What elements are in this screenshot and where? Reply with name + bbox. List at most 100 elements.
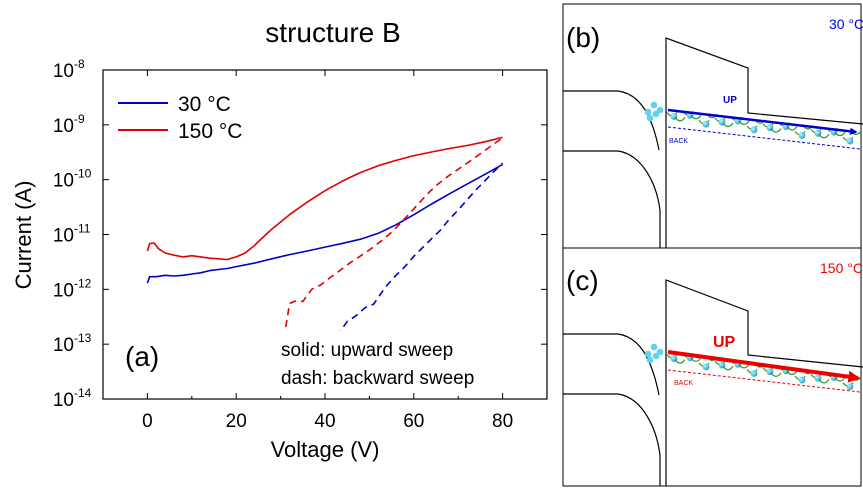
free-carrier xyxy=(644,350,652,358)
annotation-solid: solid: upward sweep xyxy=(281,340,453,361)
y-tick-base: 10 xyxy=(53,335,74,356)
trap-state xyxy=(770,128,782,133)
y-tick-label: 10 -12 xyxy=(53,276,92,301)
panel-c-frame xyxy=(562,247,862,487)
y-tick-label: 10 -14 xyxy=(53,386,92,411)
y-tick-base: 10 xyxy=(53,280,74,301)
legend-label-150c: 150 °C xyxy=(178,120,242,143)
trap-state xyxy=(738,120,750,125)
trap-state xyxy=(818,379,830,384)
y-axis-label: Current (A) xyxy=(11,181,36,290)
free-carrier xyxy=(652,352,660,360)
y-tick-base: 10 xyxy=(53,171,74,192)
y-tick-base: 10 xyxy=(53,116,74,137)
upward-arrow-c xyxy=(667,350,861,383)
upward-arrow-b xyxy=(667,108,858,136)
barrier-c xyxy=(665,279,863,486)
trap-state xyxy=(722,365,734,371)
legend: 30 °C 150 °C xyxy=(118,93,242,143)
panel-b-frame xyxy=(562,3,862,249)
back-label-c: BACK xyxy=(674,380,693,387)
trap-state xyxy=(786,126,798,131)
trapped-electron xyxy=(750,370,758,377)
trapped-electron xyxy=(846,383,854,391)
trap-state xyxy=(818,133,830,139)
y-tick-exponent: -13 xyxy=(74,331,92,345)
chart-title: structure B xyxy=(265,17,400,48)
x-tick-label: 40 xyxy=(314,411,335,432)
y-tick-base: 10 xyxy=(53,61,74,82)
barrier-b xyxy=(665,37,863,248)
free-carrier xyxy=(646,356,654,364)
back-label-b: BACK xyxy=(669,138,688,145)
x-tick-label: 80 xyxy=(492,411,513,432)
y-tick-exponent: -14 xyxy=(74,386,92,400)
y-tick-exponent: -10 xyxy=(74,167,92,181)
y-tick-exponent: -11 xyxy=(74,222,91,236)
y-tick-exponent: -12 xyxy=(74,276,92,290)
plot-frame xyxy=(102,69,548,400)
y-tick-base: 10 xyxy=(53,390,74,411)
backward-arrow-b xyxy=(667,126,861,150)
trap-state xyxy=(834,131,846,137)
legend-label-30c: 30 °C xyxy=(178,93,231,116)
panel-label-a: (a) xyxy=(125,341,159,372)
up-label-b: UP xyxy=(723,95,737,106)
free-carrier xyxy=(652,110,660,118)
x-tick-labels: 0 20 40 60 80 xyxy=(142,411,513,432)
trap-state xyxy=(674,117,686,122)
panel-label-b: (b) xyxy=(566,22,600,53)
trap-state xyxy=(786,370,798,376)
y-tick-exponent: -9 xyxy=(74,112,85,126)
trap-state xyxy=(738,364,750,369)
trapped-electron xyxy=(702,120,710,128)
free-carrier xyxy=(646,114,654,122)
x-tick-label: 0 xyxy=(142,411,153,432)
annotation-dash: dash: backward sweep xyxy=(281,368,474,389)
series-solid-0 xyxy=(146,163,503,284)
series-solid-1 xyxy=(146,136,503,261)
temperature-label-c: 150 °C xyxy=(820,260,863,276)
plot-series xyxy=(146,136,504,378)
y-tick-exponent: -8 xyxy=(74,57,85,71)
free-carrier xyxy=(650,101,658,109)
annotation-background xyxy=(274,331,540,393)
x-tick-label: 60 xyxy=(403,411,424,432)
band-diagram-panel-b: (b) 30 °C UP BACK xyxy=(562,3,863,249)
y-tick-label: 10 -8 xyxy=(53,57,85,82)
conduction-band-b xyxy=(563,90,660,151)
y-tick-label: 10 -11 xyxy=(53,222,91,247)
y-tick-label: 10 -9 xyxy=(53,112,85,137)
free-carrier xyxy=(650,343,658,351)
trapped-electron xyxy=(798,132,806,139)
valence-band-c xyxy=(563,393,661,486)
y-tick-base: 10 xyxy=(53,226,74,247)
trap-state xyxy=(674,359,686,364)
y-tick-label: 10 -13 xyxy=(53,331,92,356)
free-carrier xyxy=(656,106,664,114)
free-carrier xyxy=(656,348,664,356)
up-label-c: UP xyxy=(713,334,736,351)
x-tick-label: 20 xyxy=(226,411,247,432)
trapped-electron xyxy=(846,137,854,145)
valence-band-b xyxy=(563,150,661,248)
trapped-electron xyxy=(702,363,710,371)
x-axis-label: Voltage (V) xyxy=(271,437,380,462)
y-tick-label: 10 -10 xyxy=(53,167,92,192)
backward-arrow-c xyxy=(667,369,861,393)
trap-state xyxy=(690,114,702,120)
trap-state xyxy=(722,122,734,128)
trap-state xyxy=(834,377,846,382)
temperature-label-b: 30 °C xyxy=(829,16,863,32)
trapped-electron xyxy=(798,376,806,384)
trapped-charges-b xyxy=(644,101,862,145)
band-diagram-panel-c: (c) 150 °C UP BACK xyxy=(562,247,863,487)
series-dashed-3 xyxy=(277,137,504,375)
trap-state xyxy=(770,372,782,377)
conduction-band-c xyxy=(563,333,660,396)
panel-label-c: (c) xyxy=(566,265,599,296)
trapped-electron xyxy=(750,126,758,134)
